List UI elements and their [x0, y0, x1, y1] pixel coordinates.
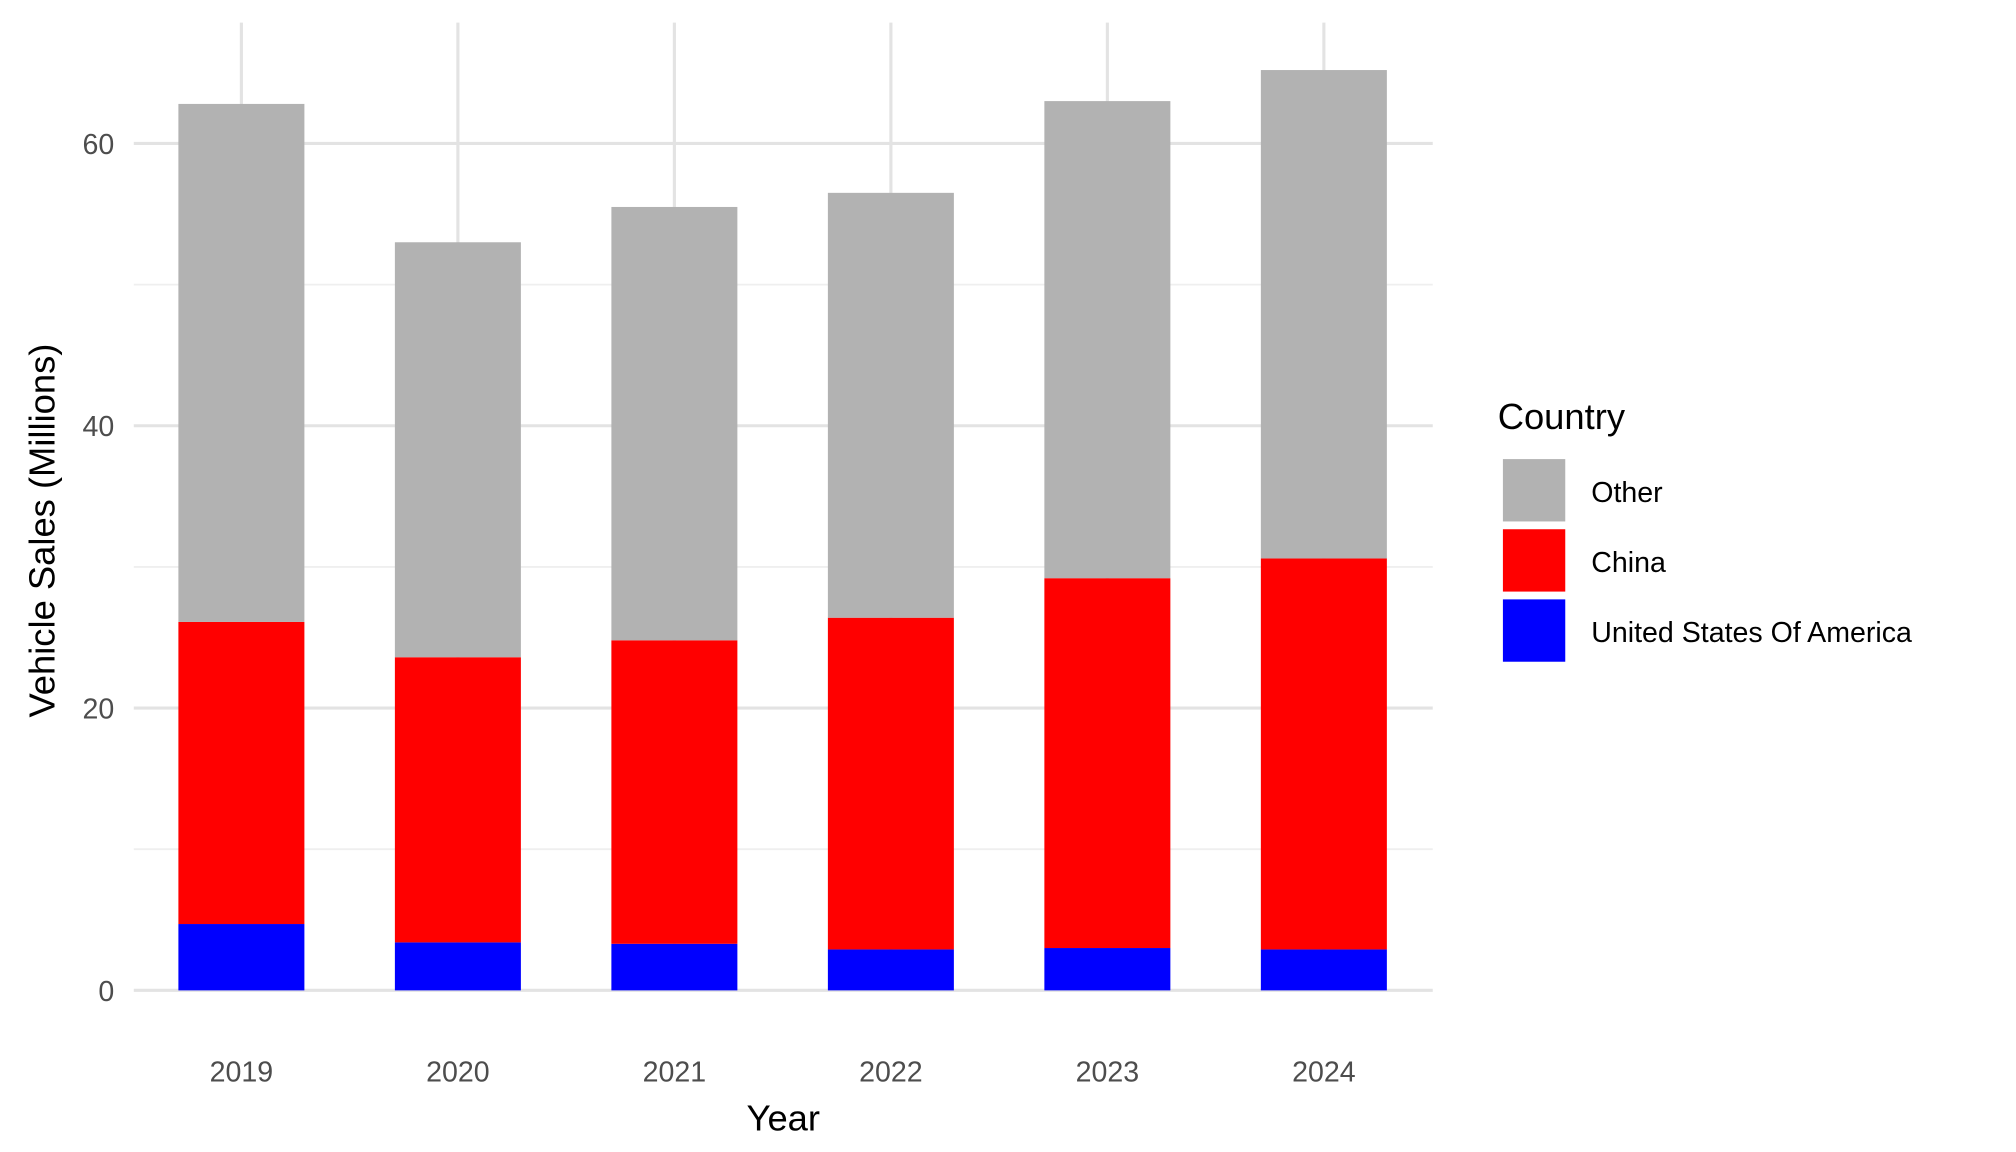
legend-key-united-states-of-america — [1502, 599, 1566, 662]
x-tick-label: 2023 — [1076, 1056, 1140, 1088]
bars — [178, 70, 1387, 991]
y-tick-label: 60 — [83, 129, 115, 161]
grid — [133, 22, 1433, 992]
bar-other-2023 — [1044, 101, 1171, 579]
legend-title: Country — [1498, 396, 1626, 437]
y-axis-ticks: 0 20 40 60 — [83, 129, 115, 1008]
x-tick-label: 2022 — [859, 1056, 923, 1088]
bar-other-2022 — [827, 192, 954, 618]
bar-united-states-of-america-2024 — [1260, 949, 1387, 991]
bar-china-2022 — [827, 617, 954, 950]
x-tick-label: 2021 — [643, 1056, 707, 1088]
bar-united-states-of-america-2023 — [1044, 948, 1171, 991]
bar-china-2024 — [1260, 558, 1387, 950]
x-tick-label: 2020 — [426, 1056, 490, 1088]
bar-china-2019 — [178, 621, 305, 925]
x-axis-ticks: 2019 2020 2021 2022 2023 2024 — [210, 1056, 1356, 1088]
y-tick-label: 0 — [98, 976, 114, 1008]
bar-united-states-of-america-2019 — [178, 924, 305, 991]
bar-other-2019 — [178, 103, 305, 622]
bar-united-states-of-america-2021 — [611, 943, 738, 991]
bar-other-2021 — [611, 206, 738, 641]
bar-united-states-of-america-2022 — [827, 949, 954, 991]
y-axis-title: Vehicle Sales (Millions) — [22, 344, 63, 718]
bar-united-states-of-america-2020 — [394, 942, 521, 991]
legend: Country Other China United States Of Ameri… — [1498, 396, 1912, 662]
bar-china-2023 — [1044, 578, 1171, 949]
x-tick-label: 2019 — [210, 1056, 274, 1088]
bar-other-2024 — [1260, 70, 1387, 559]
x-axis-title: Year — [747, 1098, 820, 1139]
legend-key-other — [1502, 459, 1566, 522]
legend-label: United States Of America — [1591, 617, 1912, 649]
y-tick-label: 40 — [83, 411, 115, 443]
x-tick-label: 2024 — [1292, 1056, 1356, 1088]
bar-china-2020 — [394, 657, 521, 943]
y-tick-label: 20 — [83, 693, 115, 725]
bar-china-2021 — [611, 640, 738, 944]
legend-label: China — [1591, 547, 1666, 579]
bar-other-2020 — [394, 242, 521, 658]
legend-key-china — [1502, 529, 1566, 592]
legend-label: Other — [1591, 477, 1663, 509]
